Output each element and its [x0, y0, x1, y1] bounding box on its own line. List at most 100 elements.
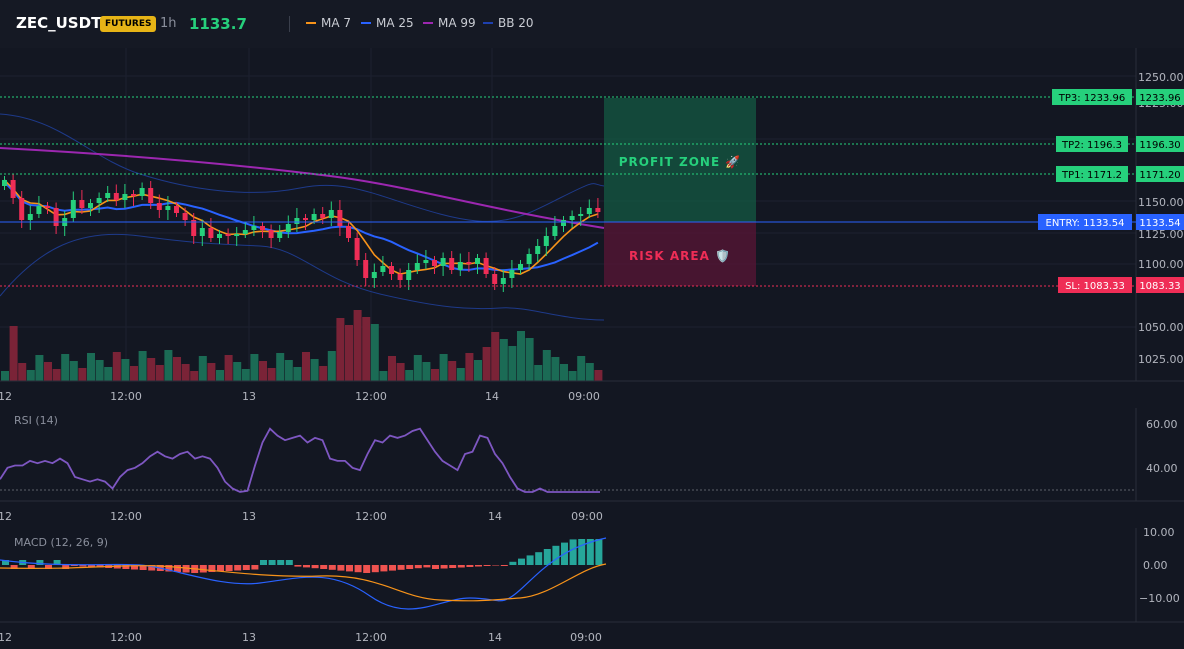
candle-up — [518, 264, 523, 270]
macd-bar-negative — [414, 565, 422, 569]
profit-zone[interactable] — [604, 98, 756, 222]
risk-area[interactable] — [604, 222, 756, 286]
time-tick: 12:00 — [355, 631, 387, 644]
candle-up — [406, 270, 412, 280]
volume-bar — [542, 350, 551, 381]
timeframe-selector[interactable]: 1h — [160, 16, 177, 31]
macd-pane[interactable]: MACD (12, 26, 9) 10.00 0.00 −10.00 12 12… — [0, 528, 1184, 649]
candle-up — [561, 220, 566, 226]
legend-bb20[interactable]: BB 20 — [483, 16, 534, 30]
candle-up — [217, 234, 222, 238]
macd-bar-negative — [397, 565, 405, 570]
macd-bar-negative — [380, 565, 388, 572]
macd-bar-positive — [277, 560, 285, 565]
volume-bar — [130, 366, 138, 381]
volume-bar — [508, 346, 517, 381]
bb20-swatch — [483, 22, 493, 24]
candle-down — [389, 266, 394, 274]
volume-bar — [585, 363, 594, 381]
legend-ma7[interactable]: MA 7 — [306, 16, 351, 30]
volume-bar — [345, 325, 353, 381]
sl-price-tag — [1136, 277, 1184, 293]
entry-tag-text: ENTRY: 1133.54 — [1046, 218, 1125, 229]
macd-bar-negative — [242, 565, 250, 570]
rsi-pane[interactable]: RSI (14) 60.00 40.00 12 12:00 13 12:00 1… — [0, 408, 1184, 528]
volume-bar — [302, 352, 310, 381]
volume-bar — [551, 357, 560, 381]
candle-up — [457, 262, 463, 270]
candle-down — [156, 203, 162, 210]
macd-bar-negative — [337, 565, 345, 571]
time-tick: 12 — [0, 390, 12, 403]
rsi-line — [0, 427, 600, 493]
time-axis[interactable]: 12 12:00 13 12:00 14 09:00 — [0, 390, 600, 403]
candle-up — [380, 266, 386, 272]
volume-bar — [568, 371, 577, 381]
time-tick: 12:00 — [110, 510, 142, 523]
volume-bar — [35, 355, 44, 381]
macd-title: MACD (12, 26, 9) — [14, 536, 108, 549]
price-chart[interactable]: PROFIT ZONE 🚀 RISK AREA 🛡️ 1250.00 1225.… — [0, 48, 1184, 408]
volume-bar — [284, 360, 293, 381]
tp3-tag-text: TP3: 1233.96 — [1058, 93, 1125, 104]
macd-bar-positive — [586, 539, 594, 565]
tp2-tag[interactable] — [1056, 136, 1128, 152]
entry-price-tag — [1136, 214, 1184, 230]
candlesticks — [2, 174, 601, 292]
macd-bar-positive — [518, 558, 525, 565]
tp1-tag[interactable] — [1056, 166, 1128, 182]
legend-ma7-label: MA 7 — [321, 16, 352, 30]
macd-bar-negative — [483, 565, 491, 566]
candle-up — [27, 214, 33, 220]
volume-bar — [259, 361, 267, 381]
time-tick: 12 — [0, 631, 12, 644]
macd-tick: 0.00 — [1143, 559, 1168, 572]
volume-bar — [396, 363, 405, 381]
macd-bar-negative — [449, 565, 457, 568]
candle-down — [492, 274, 498, 284]
macd-bar-negative — [131, 565, 138, 570]
entry-tag[interactable] — [1038, 214, 1132, 230]
volume-bar — [362, 317, 371, 381]
macd-bar-negative — [225, 565, 233, 571]
entry-price: 1133.54 — [1139, 218, 1180, 229]
candle-down — [174, 206, 179, 213]
volume-bar — [18, 363, 27, 381]
macd-bar-positive — [578, 539, 586, 565]
legend-ma99[interactable]: MA 99 — [423, 16, 476, 30]
candle-up — [199, 228, 205, 236]
macd-bar-positive — [509, 561, 517, 565]
sl-tag-text: SL: 1083.33 — [1065, 281, 1125, 292]
macd-bar-negative — [122, 565, 130, 569]
symbol-name[interactable]: ZEC_USDT — [16, 14, 102, 32]
macd-bar-negative — [79, 565, 87, 567]
sl-tag[interactable] — [1058, 277, 1132, 293]
candle-down — [79, 200, 85, 208]
volume-bar — [233, 362, 242, 381]
time-tick: 12:00 — [110, 631, 142, 644]
rsi-tick: 40.00 — [1146, 462, 1178, 475]
macd-bar-negative — [217, 565, 224, 572]
futures-badge: FUTURES — [100, 16, 157, 32]
candle-down — [113, 193, 119, 200]
time-tick: 09:00 — [570, 631, 602, 644]
volume-bar — [78, 368, 87, 381]
tp3-tag[interactable] — [1052, 89, 1132, 105]
candle-up — [535, 246, 541, 254]
macd-bar-negative — [432, 565, 439, 569]
volume-bar — [9, 326, 18, 381]
volume-bar — [431, 369, 439, 381]
macd-bar-negative — [208, 565, 216, 572]
volume-bar — [44, 362, 52, 381]
ma7-swatch — [306, 22, 316, 24]
bb-upper-band — [0, 113, 605, 222]
candle-down — [260, 226, 265, 230]
legend-ma99-label: MA 99 — [438, 16, 476, 30]
volume-bar — [69, 361, 78, 381]
legend-ma25[interactable]: MA 25 — [361, 16, 414, 30]
volume-bar — [1, 371, 9, 381]
ma99-swatch — [423, 22, 433, 24]
time-tick: 13 — [242, 631, 256, 644]
bb-lower-band — [0, 233, 605, 321]
candle-down — [466, 262, 472, 264]
